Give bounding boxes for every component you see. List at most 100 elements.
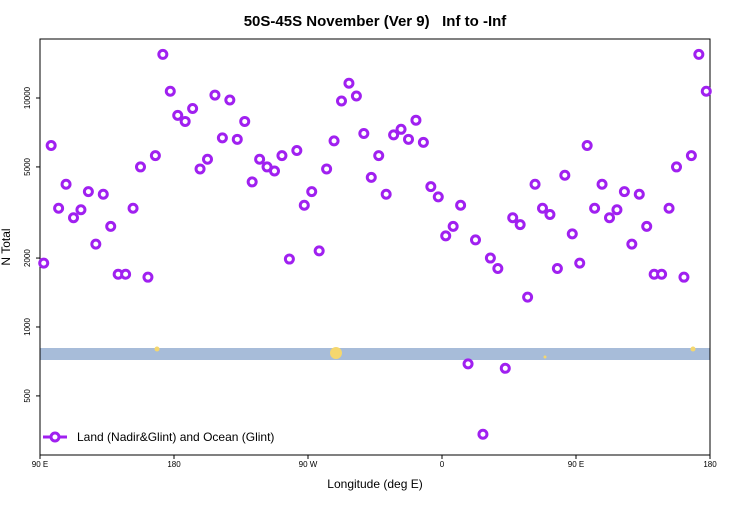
point bbox=[343, 77, 355, 89]
y-tick-label: 500 bbox=[23, 389, 32, 403]
point bbox=[477, 428, 489, 440]
point bbox=[432, 191, 444, 203]
point bbox=[425, 181, 437, 193]
point bbox=[336, 95, 347, 107]
point bbox=[484, 252, 496, 264]
point bbox=[209, 89, 221, 101]
point bbox=[254, 153, 266, 165]
x-tick-label: 90 W bbox=[299, 460, 318, 469]
point bbox=[306, 186, 318, 198]
point bbox=[492, 263, 504, 275]
point bbox=[693, 48, 705, 60]
legend-marker bbox=[49, 431, 61, 443]
point bbox=[626, 238, 638, 250]
point bbox=[149, 150, 161, 162]
point bbox=[283, 253, 295, 265]
point bbox=[671, 161, 682, 173]
y-axis-label: N Total bbox=[0, 228, 13, 265]
point bbox=[440, 230, 452, 242]
speck bbox=[154, 346, 160, 352]
point bbox=[551, 263, 563, 275]
point bbox=[566, 228, 578, 240]
point bbox=[82, 186, 94, 198]
x-tick-label: 0 bbox=[440, 460, 445, 469]
point bbox=[202, 153, 213, 165]
y-tick-label: 2000 bbox=[23, 249, 32, 267]
point bbox=[269, 165, 280, 177]
point bbox=[68, 212, 79, 224]
point bbox=[410, 114, 422, 126]
point bbox=[544, 208, 556, 220]
point bbox=[60, 178, 72, 190]
point bbox=[574, 257, 586, 269]
point bbox=[559, 169, 571, 181]
point bbox=[633, 188, 645, 200]
point bbox=[142, 271, 154, 283]
point bbox=[164, 85, 176, 97]
point bbox=[365, 171, 377, 183]
point bbox=[395, 123, 407, 135]
point bbox=[700, 85, 712, 97]
point bbox=[604, 212, 615, 224]
point bbox=[462, 358, 474, 370]
point bbox=[194, 163, 206, 175]
point bbox=[611, 204, 623, 216]
x-axis-label: Longitude (deg E) bbox=[327, 477, 422, 491]
point bbox=[589, 202, 601, 214]
speck bbox=[330, 347, 342, 359]
point bbox=[313, 245, 325, 257]
point bbox=[127, 202, 139, 214]
point bbox=[403, 133, 414, 145]
y-tick-label: 5000 bbox=[23, 157, 32, 175]
point bbox=[45, 140, 57, 152]
x-tick-label: 180 bbox=[703, 460, 717, 469]
point bbox=[685, 150, 697, 162]
point bbox=[507, 212, 519, 224]
y-tick-label: 1000 bbox=[23, 318, 32, 336]
point bbox=[216, 132, 228, 144]
point bbox=[656, 268, 668, 280]
point bbox=[276, 150, 288, 162]
point bbox=[581, 140, 593, 152]
point bbox=[514, 219, 526, 231]
point bbox=[358, 127, 370, 139]
point bbox=[388, 129, 400, 141]
point bbox=[417, 136, 429, 148]
point bbox=[663, 202, 675, 214]
point bbox=[321, 163, 333, 175]
point bbox=[678, 271, 690, 283]
x-tick-label: 90 E bbox=[32, 460, 48, 469]
point bbox=[522, 291, 534, 303]
point bbox=[239, 115, 251, 127]
speck bbox=[690, 346, 696, 352]
speck bbox=[543, 355, 547, 359]
point bbox=[380, 188, 392, 200]
point bbox=[53, 202, 65, 214]
point bbox=[455, 199, 467, 211]
point bbox=[596, 178, 608, 190]
point bbox=[75, 204, 87, 216]
point bbox=[470, 234, 481, 246]
plot-frame bbox=[39, 38, 711, 456]
point bbox=[90, 238, 102, 250]
point bbox=[447, 220, 459, 232]
y-tick-label: 10000 bbox=[23, 86, 32, 109]
chart-title: 50S-45S November (Ver 9) Inf to -Inf bbox=[244, 13, 508, 30]
point bbox=[373, 150, 385, 162]
point bbox=[120, 268, 132, 280]
point bbox=[529, 178, 541, 190]
x-tick-label: 180 bbox=[167, 460, 181, 469]
point bbox=[328, 135, 340, 147]
point bbox=[350, 90, 362, 102]
point bbox=[135, 161, 146, 173]
x-tick-label: 90 E bbox=[568, 460, 584, 469]
point bbox=[246, 176, 258, 188]
legend-label: Land (Nadir&Glint) and Ocean (Glint) bbox=[77, 430, 274, 444]
point bbox=[187, 102, 199, 114]
point bbox=[231, 133, 243, 145]
point bbox=[499, 362, 511, 374]
point bbox=[97, 188, 109, 200]
point bbox=[291, 144, 303, 156]
point bbox=[38, 257, 50, 269]
